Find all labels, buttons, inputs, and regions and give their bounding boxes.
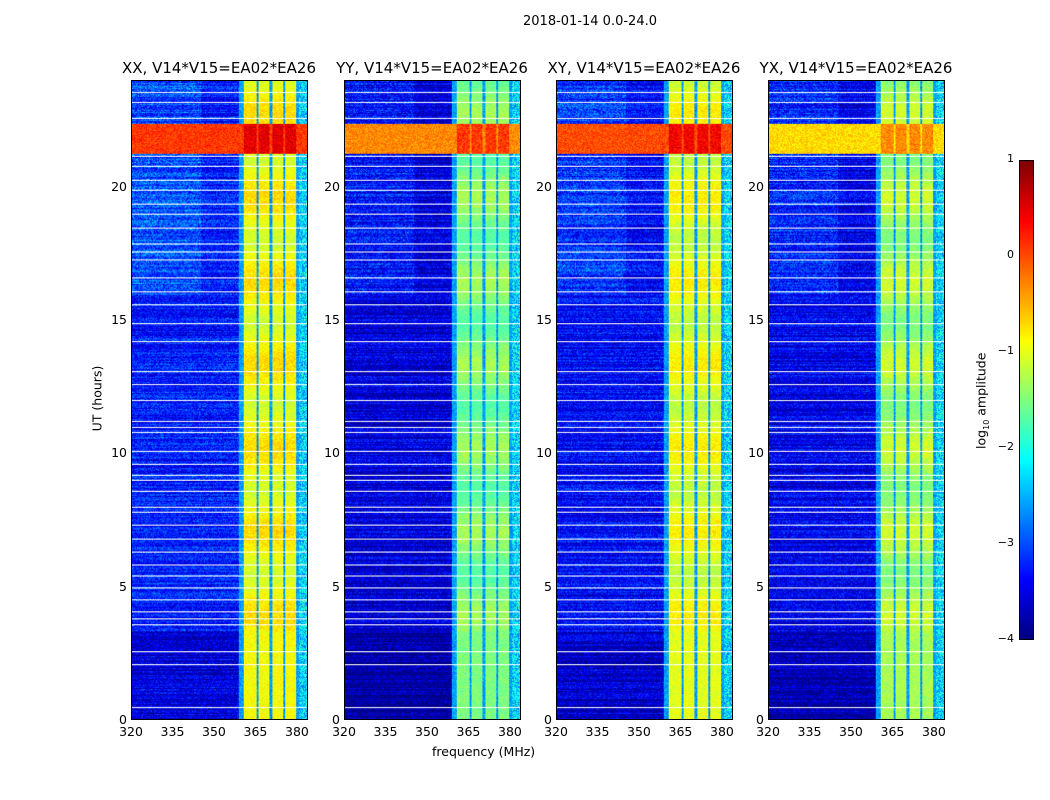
y-tick-label: 5	[332, 578, 340, 594]
x-tick-label: 335	[160, 724, 185, 739]
x-tick-label: 365	[880, 724, 905, 739]
colorbar-tick-label: 0	[1007, 248, 1014, 261]
y-tick-label: 0	[119, 712, 127, 727]
x-tick-label: 335	[373, 724, 398, 739]
panel-title: YX, V14*V15=EA02*EA26	[759, 59, 953, 77]
y-tick-label: 0	[756, 712, 764, 727]
x-axis-label: frequency (MHz)	[432, 744, 536, 759]
x-tick-label: 320	[332, 724, 356, 739]
panel-title: XX, V14*V15=EA02*EA26	[121, 59, 316, 77]
x-tick-label: 365	[243, 724, 268, 739]
figure-title: 2018-01-14 0.0-24.0	[523, 14, 657, 29]
x-tick-label: 365	[456, 724, 481, 739]
y-tick-label: 5	[544, 578, 552, 594]
colorbar-tick-label: 1	[1007, 152, 1014, 165]
panel-title: YY, V14*V15=EA02*EA26	[336, 59, 528, 77]
heatmap-cells	[769, 81, 944, 719]
x-tick-label: 350	[415, 724, 439, 739]
y-tick-label: 20	[111, 178, 127, 194]
heatmap-panel	[768, 80, 945, 720]
colorbar-tick-label: −1	[997, 344, 1014, 357]
colorbar-tick-label: −4	[997, 632, 1014, 645]
heatmap-cells	[345, 81, 520, 719]
y-tick-label: 10	[324, 445, 340, 461]
y-tick-label: 5	[119, 578, 127, 594]
x-tick-label: 380	[922, 724, 946, 739]
x-tick-label: 365	[668, 724, 693, 739]
y-tick-label: 20	[324, 178, 340, 194]
y-tick-label: 10	[748, 445, 764, 461]
y-tick-label: 20	[536, 178, 552, 194]
colorbar	[1019, 160, 1034, 640]
x-tick-label: 320	[119, 724, 143, 739]
colorbar-tick-label: −2	[997, 440, 1014, 453]
x-tick-label: 350	[202, 724, 226, 739]
colorbar-label: log10 amplitude	[973, 352, 991, 449]
y-tick-label: 10	[111, 445, 127, 461]
x-tick-label: 380	[710, 724, 734, 739]
y-tick-label: 15	[111, 312, 127, 327]
panel-title: XY, V14*V15=EA02*EA26	[547, 59, 741, 77]
y-tick-label: 10	[536, 445, 552, 461]
y-tick-label: 20	[748, 178, 764, 194]
y-tick-label: 0	[332, 712, 340, 727]
x-tick-label: 380	[285, 724, 309, 739]
heatmap-cells	[557, 81, 732, 719]
x-tick-label: 320	[756, 724, 780, 739]
y-tick-label: 15	[324, 312, 340, 327]
x-tick-label: 350	[839, 724, 863, 739]
heatmap-cells	[132, 81, 307, 719]
y-axis-label: UT (hours)	[89, 365, 105, 432]
y-tick-label: 15	[536, 312, 552, 327]
y-tick-label: 5	[756, 578, 764, 594]
heatmap-panel	[131, 80, 308, 720]
x-tick-label: 350	[627, 724, 651, 739]
colorbar-tick-label: −3	[997, 536, 1014, 549]
x-tick-label: 335	[585, 724, 610, 739]
heatmap-panel	[344, 80, 521, 720]
x-tick-label: 320	[544, 724, 568, 739]
y-tick-label: 0	[544, 712, 552, 727]
heatmap-panel	[556, 80, 733, 720]
x-tick-label: 335	[797, 724, 822, 739]
x-tick-label: 380	[498, 724, 522, 739]
y-tick-label: 15	[748, 312, 764, 327]
